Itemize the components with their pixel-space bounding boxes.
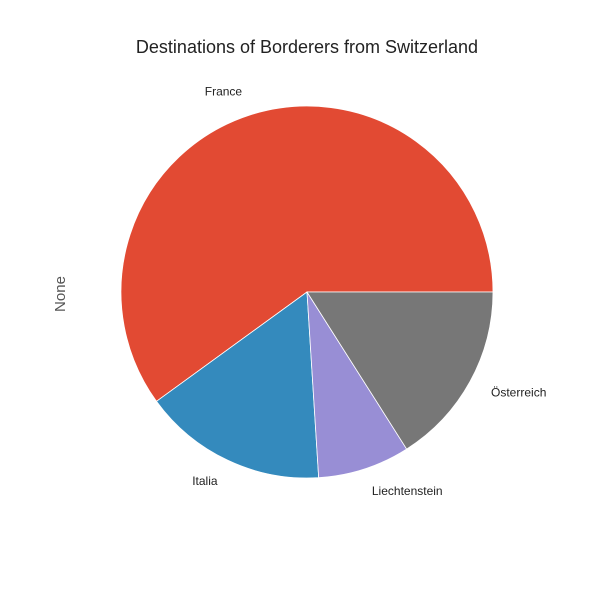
- pie-slice-italia: [155, 291, 320, 479]
- pie-slice-österreich: [306, 291, 494, 450]
- pie-slice-france: [120, 105, 494, 402]
- pie-slice-liechtenstein: [306, 291, 408, 479]
- chart-title: Destinations of Borderers from Switzerla…: [136, 37, 478, 57]
- pie-slices: [120, 105, 494, 479]
- pie-labels: France Italia Liechtenstein Österreich: [192, 84, 546, 497]
- pie-label-italia: Italia: [192, 474, 218, 488]
- y-axis-label: None: [52, 276, 69, 312]
- pie-label-france: France: [205, 84, 243, 98]
- pie-label-österreich: Österreich: [491, 385, 546, 399]
- pie-label-liechtenstein: Liechtenstein: [372, 484, 443, 498]
